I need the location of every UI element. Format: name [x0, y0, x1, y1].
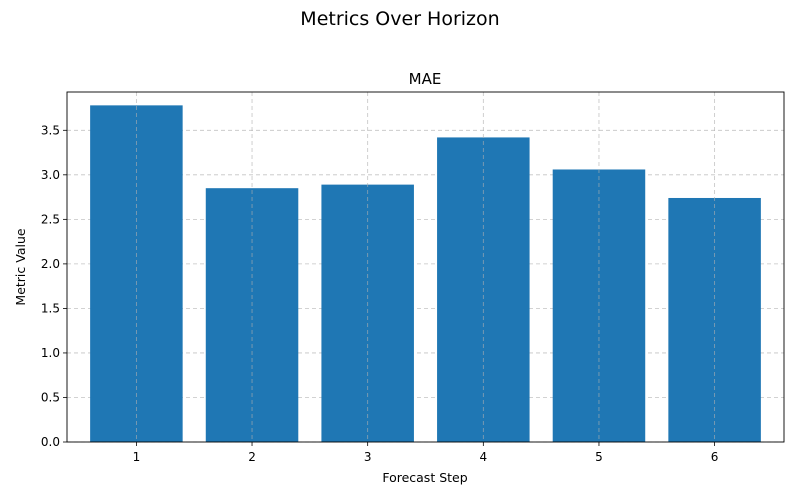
- x-tick-label: 3: [364, 450, 372, 464]
- x-grid-lines: [135, 92, 716, 442]
- y-tick-label: 2.0: [41, 257, 60, 271]
- y-tick-label: 1.5: [41, 301, 60, 315]
- bars: [90, 105, 761, 443]
- y-axis-label: Metric Value: [13, 228, 28, 305]
- y-tick-label: 0.5: [41, 390, 60, 404]
- y-tick-label: 3.0: [41, 168, 60, 182]
- y-tick-label: 0.0: [41, 435, 60, 449]
- y-tick-label: 3.5: [41, 123, 60, 137]
- x-tick-label: 6: [711, 450, 719, 464]
- x-axis-label: Forecast Step: [382, 470, 467, 485]
- figure-suptitle: Metrics Over Horizon: [300, 8, 499, 30]
- bar-step-2: [205, 188, 299, 442]
- y-tick-label: 2.5: [41, 212, 60, 226]
- chart-title: MAE: [409, 70, 442, 88]
- y-axis-ticks: 0.0 0.5 1.0 1.5 2.0 2.5 3.0 3.5: [41, 123, 67, 449]
- y-tick-label: 1.0: [41, 346, 60, 360]
- axes-frame: [66, 91, 785, 443]
- x-axis-ticks: 1 2 3 4 5 6: [133, 442, 719, 464]
- bar-step-1: [90, 105, 183, 443]
- x-tick-label: 4: [480, 450, 488, 464]
- x-tick-label: 2: [248, 450, 256, 464]
- x-tick-label: 1: [133, 450, 141, 464]
- grid-lines: [67, 129, 784, 443]
- x-tick-label: 5: [595, 450, 603, 464]
